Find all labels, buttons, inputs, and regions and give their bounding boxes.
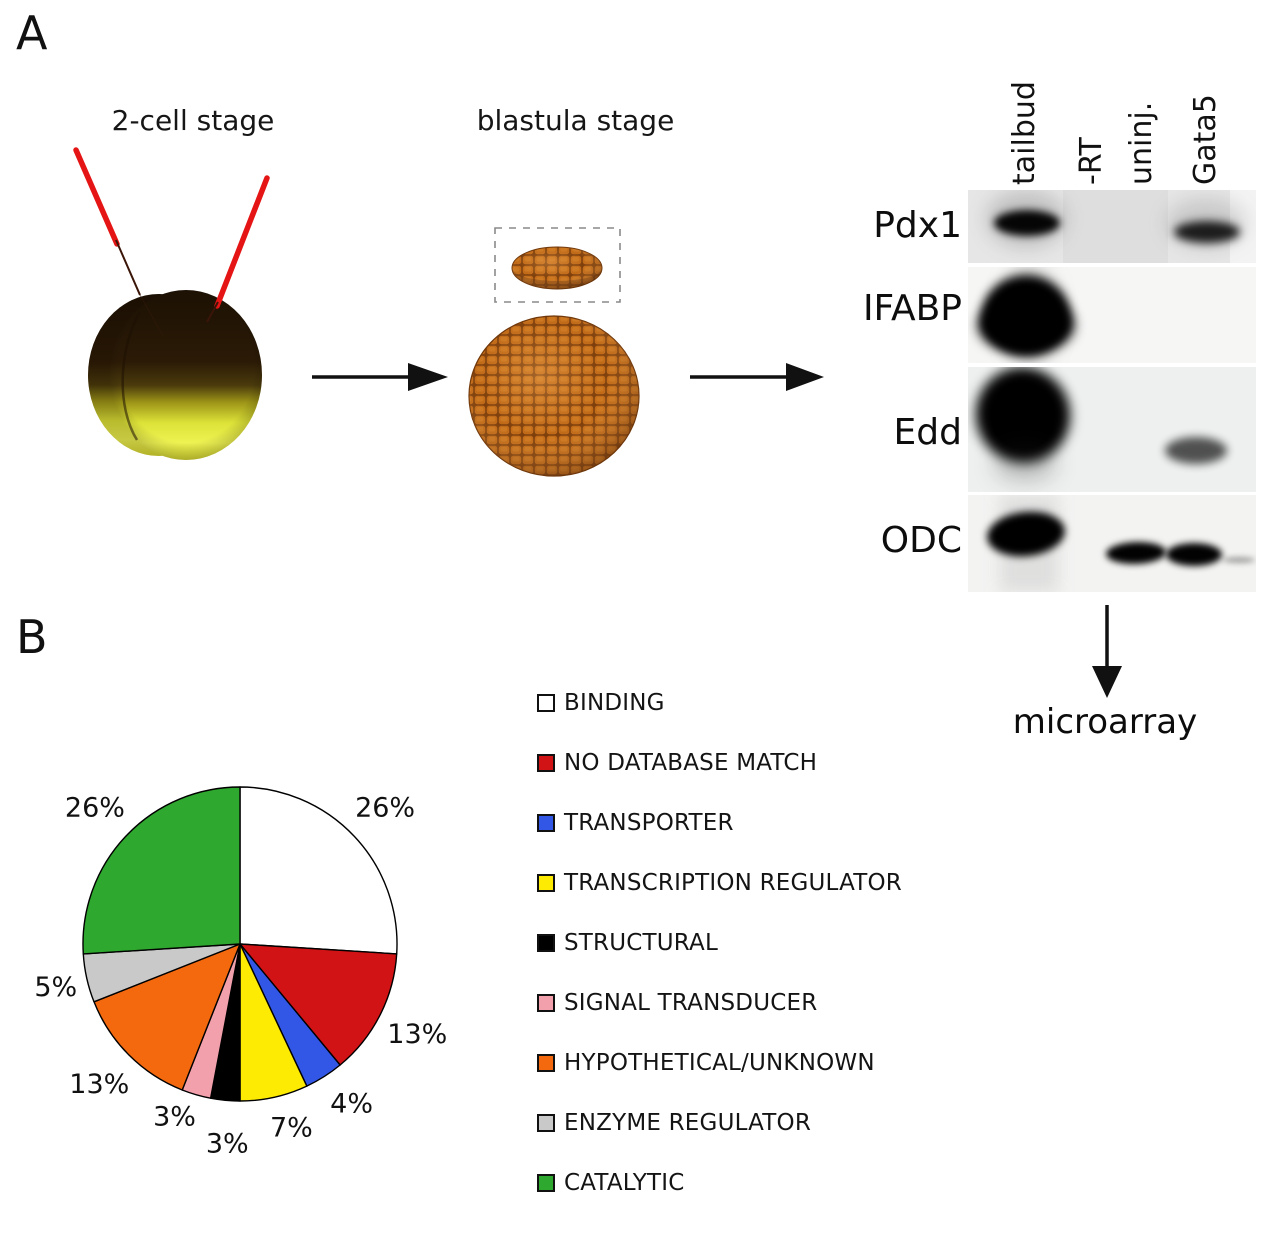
gel-blot-pdx1 [968,190,1256,263]
legend-label: ENZYME REGULATOR [564,1110,812,1136]
pie-percent-label: 4% [330,1089,373,1120]
gel-lane-label-uninj: uninj. [1124,101,1159,185]
gel-band-pdx1-gata5 [1174,221,1240,243]
pie-percent-label: 5% [34,972,77,1003]
gel-lane-label-tailbud: tailbud [1007,81,1042,185]
pie-slice-hypothetical-unknown [93,943,241,1091]
legend-item-catalytic: CATALYTIC [537,1170,902,1196]
pie-percent-label: 3% [153,1102,196,1133]
pie-percent-label: 3% [206,1129,249,1160]
arrow-stage2-to-gel [690,363,824,391]
legend-label: HYPOTHETICAL/UNKNOWN [564,1050,875,1076]
legend-item-no-database-match: NO DATABASE MATCH [537,750,902,776]
animal-cap-dashed-box [494,227,621,303]
gel-band-edd-gata5 [1165,437,1227,464]
legend-swatch [537,754,555,772]
legend-item-transcription-regulator: TRANSCRIPTION REGULATOR [537,870,902,896]
pie-percent-label: 26% [355,792,415,823]
legend-item-transporter: TRANSPORTER [537,810,902,836]
stage2-label: blastula stage [476,104,675,137]
pie-slice-binding [239,786,398,955]
gel-blot-ifabp [968,267,1256,363]
legend-swatch [537,1174,555,1192]
gel-band-pdx1-tailbud [994,210,1060,236]
gel-row-label-ifabp: IFABP [862,288,962,329]
legend-item-binding: BINDING [537,690,902,716]
legend-label: NO DATABASE MATCH [564,750,818,776]
gel-band-tail [1223,557,1255,563]
pie-percent-label: 7% [270,1113,313,1144]
legend-item-signal-transducer: SIGNAL TRANSDUCER [537,990,902,1016]
pie-legend: BINDING NO DATABASE MATCH TRANSPORTER TRANS… [537,690,902,1196]
legend-swatch [537,814,555,832]
gel-band-odc-gata5 [1166,543,1222,566]
gel-row-label-edd: Edd [893,412,962,453]
legend-label: TRANSCRIPTION REGULATOR [564,870,902,896]
gel-blot-odc [968,495,1256,592]
gel-lane-label-rt: -RT [1074,137,1109,185]
gel-band-smear [994,445,1056,481]
pie-chart: 26% 13% 4% 7% 3% 3% 13% 5% 26% [34,786,447,1160]
pie-percent-label: 13% [69,1069,129,1100]
gel-band-odc-uninj [1105,540,1167,566]
gel-lane-label-gata5: Gata5 [1188,94,1223,185]
legend-label: BINDING [564,690,665,716]
two-cell-embryo-illustration [73,147,270,460]
legend-label: SIGNAL TRANSDUCER [564,990,818,1016]
pie-slice-catalytic [82,786,241,955]
gel-row-label-odc: ODC [880,520,962,561]
arrow-gel-to-microarray [1092,605,1122,698]
microarray-label: microarray [1012,702,1198,742]
legend-swatch [537,1054,555,1072]
legend-item-enzyme-regulator: ENZYME REGULATOR [537,1110,902,1136]
pie-percent-label: 26% [65,792,125,823]
legend-label: STRUCTURAL [564,930,719,956]
gel-lane-shading [1063,190,1168,263]
legend-swatch [537,934,555,952]
legend-swatch [537,994,555,1012]
stage1-label: 2-cell stage [111,104,275,137]
gel-band-ifabp-tailbud-core [978,297,1074,353]
legend-label: TRANSPORTER [564,810,734,836]
blastula-illustration [468,227,640,477]
embryo-front-cell [110,290,262,460]
injection-needle-right [206,175,270,323]
legend-swatch [537,694,555,712]
arrow-stage1-to-stage2 [312,363,448,391]
gel-row-label-pdx1: Pdx1 [873,205,962,246]
panel-b-label: B [16,610,48,664]
legend-item-structural: STRUCTURAL [537,930,902,956]
pie-percent-label: 13% [387,1019,447,1050]
panel-a-label: A [16,6,48,60]
legend-swatch [537,874,555,892]
gel-blot-edd [968,367,1256,492]
excised-animal-cap [511,246,603,290]
injection-needle-left [73,147,164,337]
pie-slice-no-database-match [239,943,398,1066]
legend-swatch [537,1114,555,1132]
blastula-sphere [468,315,640,477]
legend-item-hypothetical-unknown: HYPOTHETICAL/UNKNOWN [537,1050,902,1076]
legend-label: CATALYTIC [564,1170,685,1196]
